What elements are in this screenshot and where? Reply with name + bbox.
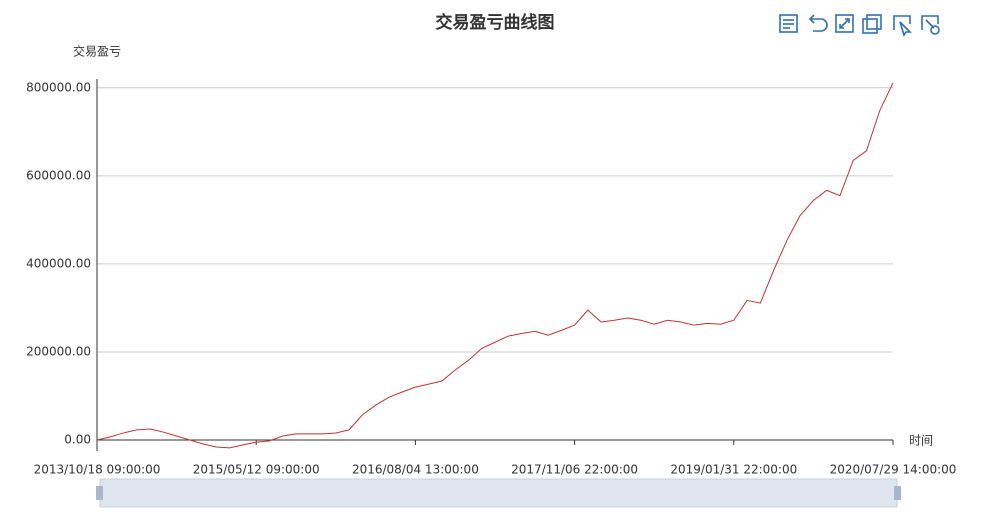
save-button[interactable]	[862, 14, 882, 34]
y-axis-label: 交易盈亏	[73, 44, 121, 59]
y-tick-label: 200000.00	[26, 344, 91, 358]
x-tick-label: 2019/01/31 22:00:00	[670, 463, 797, 477]
x-tick-label: 2016/08/04 13:00:00	[352, 463, 479, 477]
data-zoom[interactable]	[96, 478, 901, 508]
x-tick-label: 2020/07/29 14:00:00	[830, 463, 957, 477]
y-tick-label: 400000.00	[26, 256, 91, 270]
data-view-button[interactable]	[779, 14, 798, 33]
select-button[interactable]	[893, 15, 912, 37]
restore-button[interactable]	[808, 14, 828, 32]
x-tick-label: 2017/11/06 22:00:00	[511, 463, 638, 477]
y-tick-label: 0.00	[64, 432, 91, 446]
zoom-button[interactable]	[835, 14, 854, 33]
x-tick-label: 2015/05/12 09:00:00	[193, 463, 320, 477]
y-tick-label: 600000.00	[26, 168, 91, 182]
chart-title: 交易盈亏曲线图	[436, 12, 555, 33]
zoom-handle[interactable]	[96, 486, 103, 500]
clear-button[interactable]	[921, 15, 940, 35]
x-axis-label: 时间	[909, 434, 933, 448]
zoom-track[interactable]	[99, 478, 898, 508]
toolbox	[779, 14, 940, 37]
y-tick-label: 800000.00	[26, 80, 91, 94]
line	[96, 82, 894, 449]
zoom-handle[interactable]	[894, 486, 901, 500]
x-tick-label: 2013/10/18 09:00:00	[34, 463, 161, 477]
